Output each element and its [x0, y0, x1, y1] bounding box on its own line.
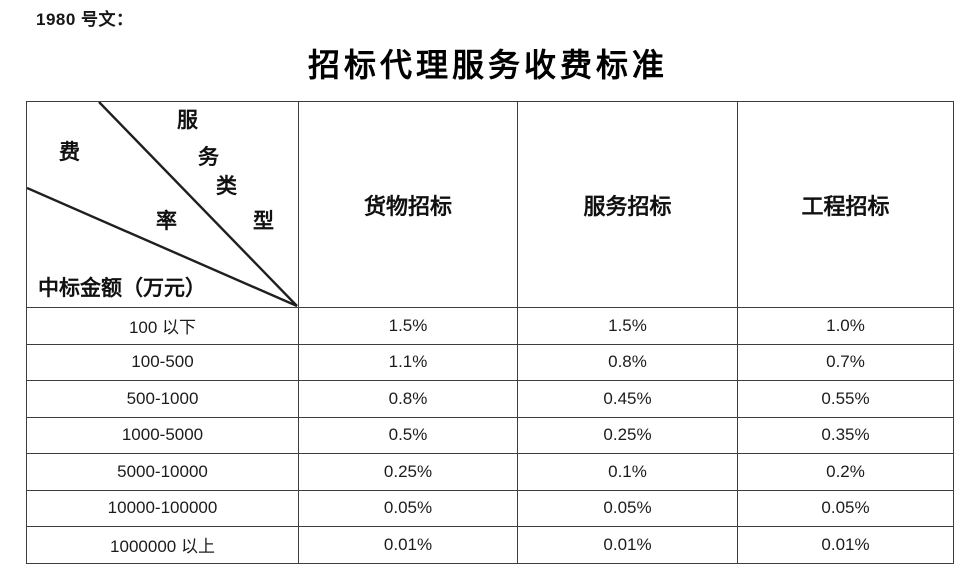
corner-label-service-type-char: 型	[253, 209, 274, 233]
service-rate-cell: 0.25%	[517, 416, 738, 454]
corner-header-cell: 服 务 类 型 费 率 中标金额（万元）	[26, 101, 299, 308]
goods-rate-cell: 0.8%	[298, 380, 518, 418]
goods-rate-cell: 1.5%	[298, 307, 518, 345]
corner-label-service-type-char: 服	[177, 108, 198, 132]
corner-label-fee-rate-char: 费	[59, 140, 80, 164]
table-row: 5000-10000 0.25% 0.1% 0.2%	[26, 453, 954, 491]
doc-reference-label: 1980 号文：	[36, 10, 134, 29]
goods-rate-cell: 0.01%	[298, 526, 518, 564]
service-rate-cell: 0.45%	[517, 380, 738, 418]
page-title: 招标代理服务收费标准	[307, 47, 668, 83]
amount-range-cell: 1000000 以上	[26, 526, 299, 564]
table-row: 500-1000 0.8% 0.45% 0.55%	[26, 380, 954, 418]
table-row: 1000000 以上 0.01% 0.01% 0.01%	[26, 526, 954, 564]
engineering-rate-cell: 0.7%	[737, 343, 954, 381]
engineering-rate-cell: 0.05%	[737, 489, 954, 527]
engineering-rate-cell: 0.01%	[737, 526, 954, 564]
column-header-goods: 货物招标	[298, 101, 518, 308]
amount-range-cell: 10000-100000	[26, 489, 299, 527]
service-rate-cell: 0.01%	[517, 526, 738, 564]
table-row: 10000-100000 0.05% 0.05% 0.05%	[26, 489, 954, 527]
goods-rate-cell: 0.05%	[298, 489, 518, 527]
amount-range-cell: 100-500	[26, 343, 299, 381]
amount-range-cell: 500-1000	[26, 380, 299, 418]
goods-rate-cell: 0.5%	[298, 416, 518, 454]
service-rate-cell: 0.8%	[517, 343, 738, 381]
table-row: 1000-5000 0.5% 0.25% 0.35%	[26, 416, 954, 454]
diagonal-divider-lines	[27, 102, 298, 307]
service-rate-cell: 0.05%	[517, 489, 738, 527]
engineering-rate-cell: 0.35%	[737, 416, 954, 454]
service-rate-cell: 1.5%	[517, 307, 738, 345]
header-row: 服 务 类 型 费 率 中标金额（万元） 货物招标 服务招标 工程招标	[26, 101, 954, 308]
corner-label-amount: 中标金额（万元）	[38, 276, 206, 300]
corner-label-service-type-char: 务	[198, 145, 219, 169]
column-header-engineering: 工程招标	[737, 101, 954, 308]
corner-label-fee-rate-char: 率	[156, 209, 177, 233]
table-row: 100 以下 1.5% 1.5% 1.0%	[26, 307, 954, 345]
diagonal-corner-cell: 服 务 类 型 费 率 中标金额（万元）	[27, 102, 298, 307]
column-header-service: 服务招标	[517, 101, 738, 308]
goods-rate-cell: 0.25%	[298, 453, 518, 491]
engineering-rate-cell: 1.0%	[737, 307, 954, 345]
amount-range-cell: 100 以下	[26, 307, 299, 345]
corner-label-service-type-char: 类	[216, 174, 237, 198]
service-rate-cell: 0.1%	[517, 453, 738, 491]
fee-standard-table: 服 务 类 型 费 率 中标金额（万元） 货物招标 服务招标 工程招标 100 …	[26, 101, 954, 564]
engineering-rate-cell: 0.2%	[737, 453, 954, 491]
engineering-rate-cell: 0.55%	[737, 380, 954, 418]
amount-range-cell: 5000-10000	[26, 453, 299, 491]
amount-range-cell: 1000-5000	[26, 416, 299, 454]
goods-rate-cell: 1.1%	[298, 343, 518, 381]
table-row: 100-500 1.1% 0.8% 0.7%	[26, 343, 954, 381]
